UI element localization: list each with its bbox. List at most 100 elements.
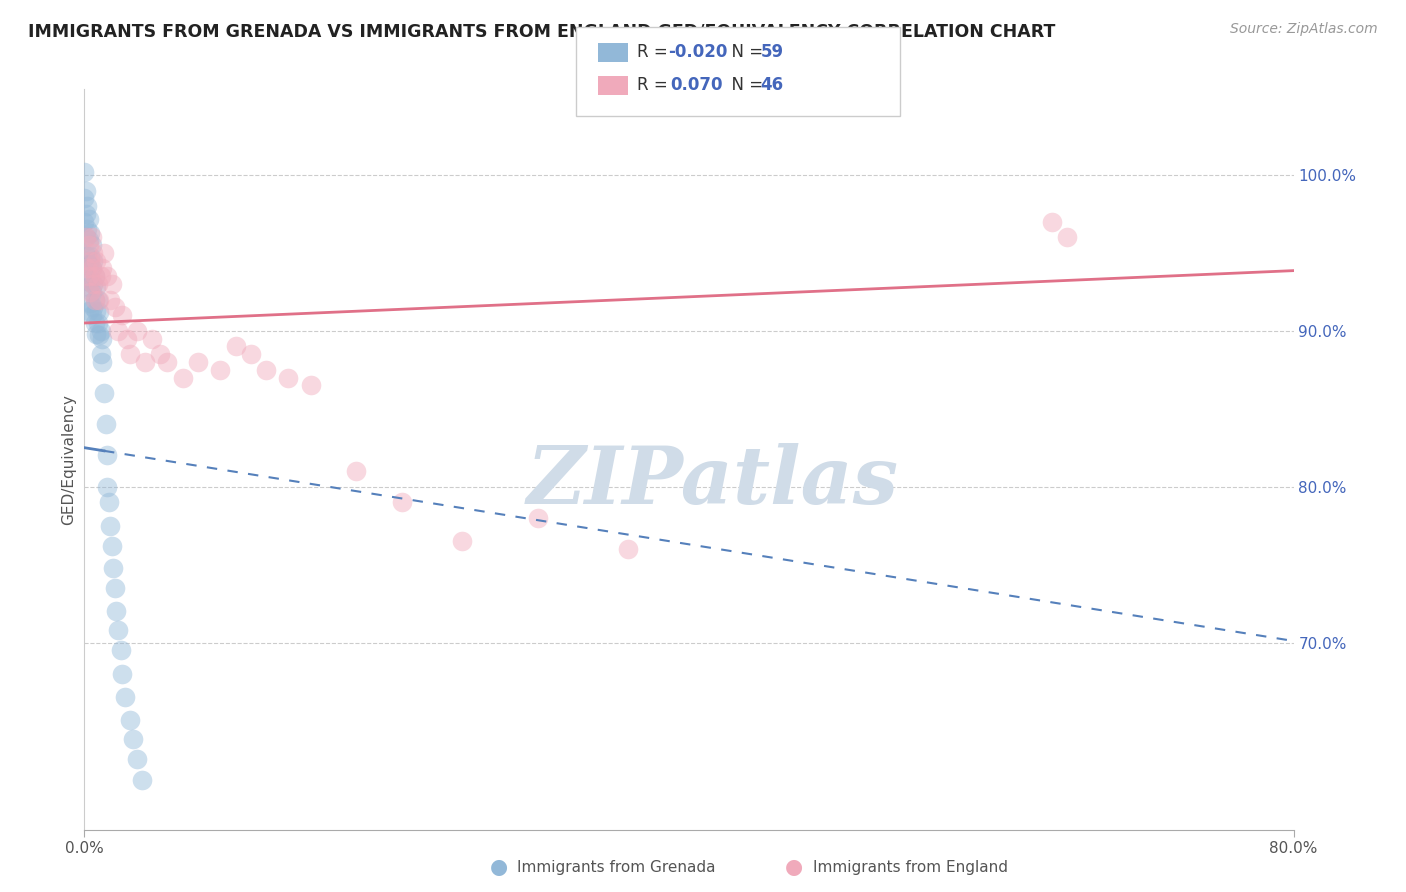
Point <box>75 230 97 244</box>
Point <box>84 293 107 307</box>
Point <box>239 347 262 361</box>
Point <box>84 293 107 307</box>
Text: ●: ● <box>491 857 508 877</box>
Text: Immigrants from England: Immigrants from England <box>813 860 1008 874</box>
Point <box>98 518 121 533</box>
Point <box>98 293 121 307</box>
Point <box>82 245 104 260</box>
Point <box>107 324 129 338</box>
Point <box>149 347 172 361</box>
Text: N =: N = <box>721 76 769 94</box>
Point <box>79 249 101 263</box>
Text: ●: ● <box>786 857 803 877</box>
Point <box>96 480 118 494</box>
Point <box>80 261 103 276</box>
Point <box>82 277 104 291</box>
Point <box>86 326 108 341</box>
Point <box>86 303 108 318</box>
Point <box>90 324 112 338</box>
Point <box>111 308 134 322</box>
Point <box>391 495 413 509</box>
Point <box>80 308 103 322</box>
Point <box>79 285 101 299</box>
Point <box>527 511 550 525</box>
Point <box>209 363 232 377</box>
Point <box>111 666 134 681</box>
Point <box>277 370 299 384</box>
Point <box>80 238 103 252</box>
Point <box>118 714 141 728</box>
Point <box>107 623 129 637</box>
Point <box>75 230 97 244</box>
Text: Source: ZipAtlas.com: Source: ZipAtlas.com <box>1230 22 1378 37</box>
Point <box>79 295 101 310</box>
Text: ZIPatlas: ZIPatlas <box>527 442 900 520</box>
Point <box>91 261 114 276</box>
Point <box>77 280 100 294</box>
Point <box>87 277 110 291</box>
Point <box>80 285 103 299</box>
Point <box>80 230 103 244</box>
Point <box>87 316 110 330</box>
Point <box>76 274 98 288</box>
Point <box>73 165 96 179</box>
Point <box>187 355 209 369</box>
Point <box>156 355 179 369</box>
Point <box>93 245 115 260</box>
Point <box>105 604 128 618</box>
Point <box>1040 215 1063 229</box>
Point <box>89 293 111 307</box>
Point <box>76 261 98 276</box>
Point <box>84 269 107 284</box>
Point <box>141 332 163 346</box>
Point <box>77 303 100 318</box>
Point <box>91 355 114 369</box>
Point <box>77 269 100 284</box>
Point <box>1056 230 1078 244</box>
Point <box>96 449 118 463</box>
Point <box>80 261 103 276</box>
Point <box>127 324 149 338</box>
Point <box>82 253 104 268</box>
Point <box>77 211 100 226</box>
Text: N =: N = <box>721 43 769 61</box>
Point <box>97 495 120 509</box>
Point <box>76 199 98 213</box>
Point <box>254 363 277 377</box>
Point <box>172 370 194 384</box>
Point <box>104 301 127 315</box>
Point <box>346 464 368 478</box>
Point <box>84 316 107 330</box>
Text: 59: 59 <box>761 43 783 61</box>
Point <box>75 184 97 198</box>
Point <box>89 328 111 343</box>
Point <box>77 233 100 247</box>
Point <box>121 732 143 747</box>
Point <box>617 541 640 556</box>
Point <box>86 253 108 268</box>
Point <box>77 238 100 252</box>
Point <box>100 539 122 553</box>
Point <box>90 269 112 284</box>
Text: 0.070: 0.070 <box>671 76 723 94</box>
Point <box>86 280 108 294</box>
Point <box>104 581 127 595</box>
Point <box>73 191 96 205</box>
Point <box>134 355 156 369</box>
Text: R =: R = <box>637 43 673 61</box>
Point <box>299 378 322 392</box>
Point <box>76 249 98 263</box>
Point <box>118 347 141 361</box>
Text: 46: 46 <box>761 76 783 94</box>
Point <box>93 386 115 401</box>
Text: -0.020: -0.020 <box>668 43 727 61</box>
Point <box>91 332 114 346</box>
Point <box>75 207 97 221</box>
Point <box>101 560 124 574</box>
Point <box>79 272 101 286</box>
Point <box>87 293 110 307</box>
Point <box>114 690 136 704</box>
Text: Immigrants from Grenada: Immigrants from Grenada <box>517 860 716 874</box>
Point <box>225 339 247 353</box>
Point <box>79 253 101 268</box>
